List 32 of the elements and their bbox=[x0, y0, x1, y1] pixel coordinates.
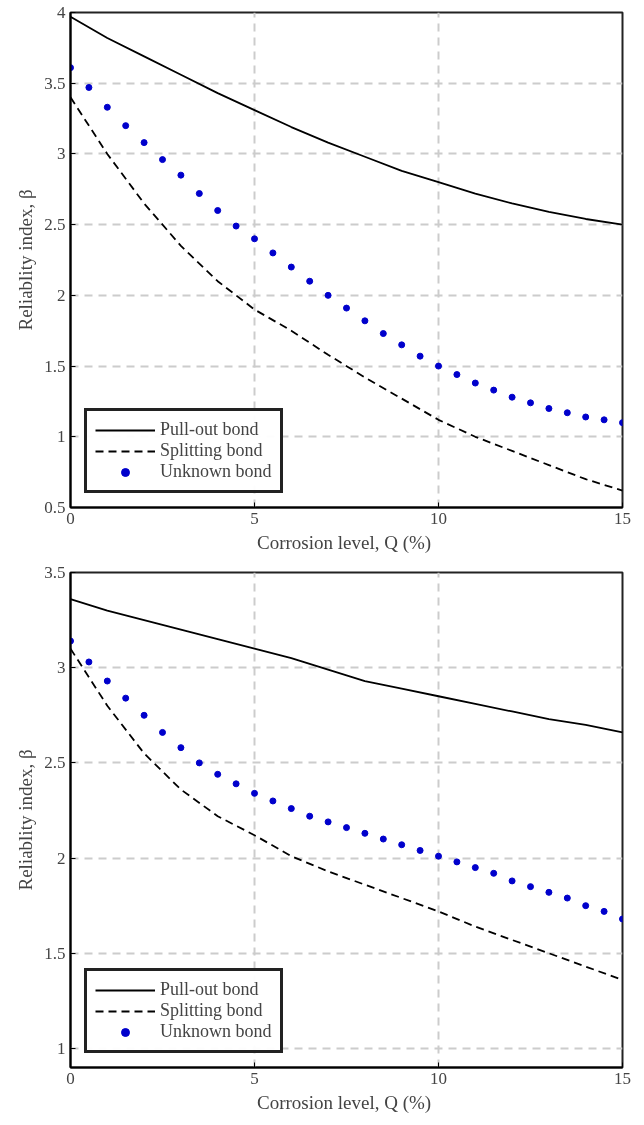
y-tick-label: 3.5 bbox=[44, 563, 66, 582]
legend-label: Splitting bond bbox=[160, 440, 263, 461]
y-tick-label: 1.5 bbox=[44, 356, 66, 376]
y-axis-title: Reliablity index, β bbox=[15, 189, 37, 331]
legend-label: Unknown bond bbox=[160, 1021, 272, 1042]
x-tick-label: 10 bbox=[430, 1068, 447, 1088]
y-tick-label: 2 bbox=[57, 285, 66, 305]
y-axis-title: Reliablity index, β bbox=[15, 749, 37, 891]
x-tick-label: 10 bbox=[430, 508, 447, 528]
x-tick-label: 0 bbox=[66, 508, 75, 528]
y-tick-label: 2 bbox=[57, 848, 66, 868]
x-tick-label: 15 bbox=[614, 1068, 631, 1088]
x-tick-label: 0 bbox=[66, 1068, 75, 1088]
y-tick-label: 1 bbox=[57, 1038, 66, 1058]
legend-label: Pull-out bond bbox=[160, 979, 259, 1000]
y-tick-label: 2.5 bbox=[44, 753, 66, 773]
x-tick-label: 5 bbox=[250, 508, 259, 528]
y-tick-label: 1.5 bbox=[44, 943, 66, 963]
y-tick-label: 2.5 bbox=[44, 215, 66, 235]
y-tick-label: 1 bbox=[57, 427, 66, 447]
legend-label: Splitting bond bbox=[160, 1000, 263, 1021]
x-axis-title: Corrosion level, Q (%) bbox=[257, 1091, 432, 1114]
y-tick-label: 3 bbox=[57, 144, 66, 164]
y-tick-label: 3.5 bbox=[44, 73, 66, 93]
x-tick-label: 15 bbox=[614, 508, 631, 528]
legend-label: Pull-out bond bbox=[160, 419, 259, 440]
x-axis-title: Corrosion level, Q (%) bbox=[257, 531, 432, 554]
y-tick-label: 3 bbox=[57, 658, 66, 678]
legend-label: Unknown bond bbox=[160, 461, 272, 482]
y-tick-label: 0.5 bbox=[44, 498, 66, 517]
y-tick-label: 4 bbox=[57, 3, 66, 22]
x-tick-label: 5 bbox=[250, 1068, 259, 1088]
